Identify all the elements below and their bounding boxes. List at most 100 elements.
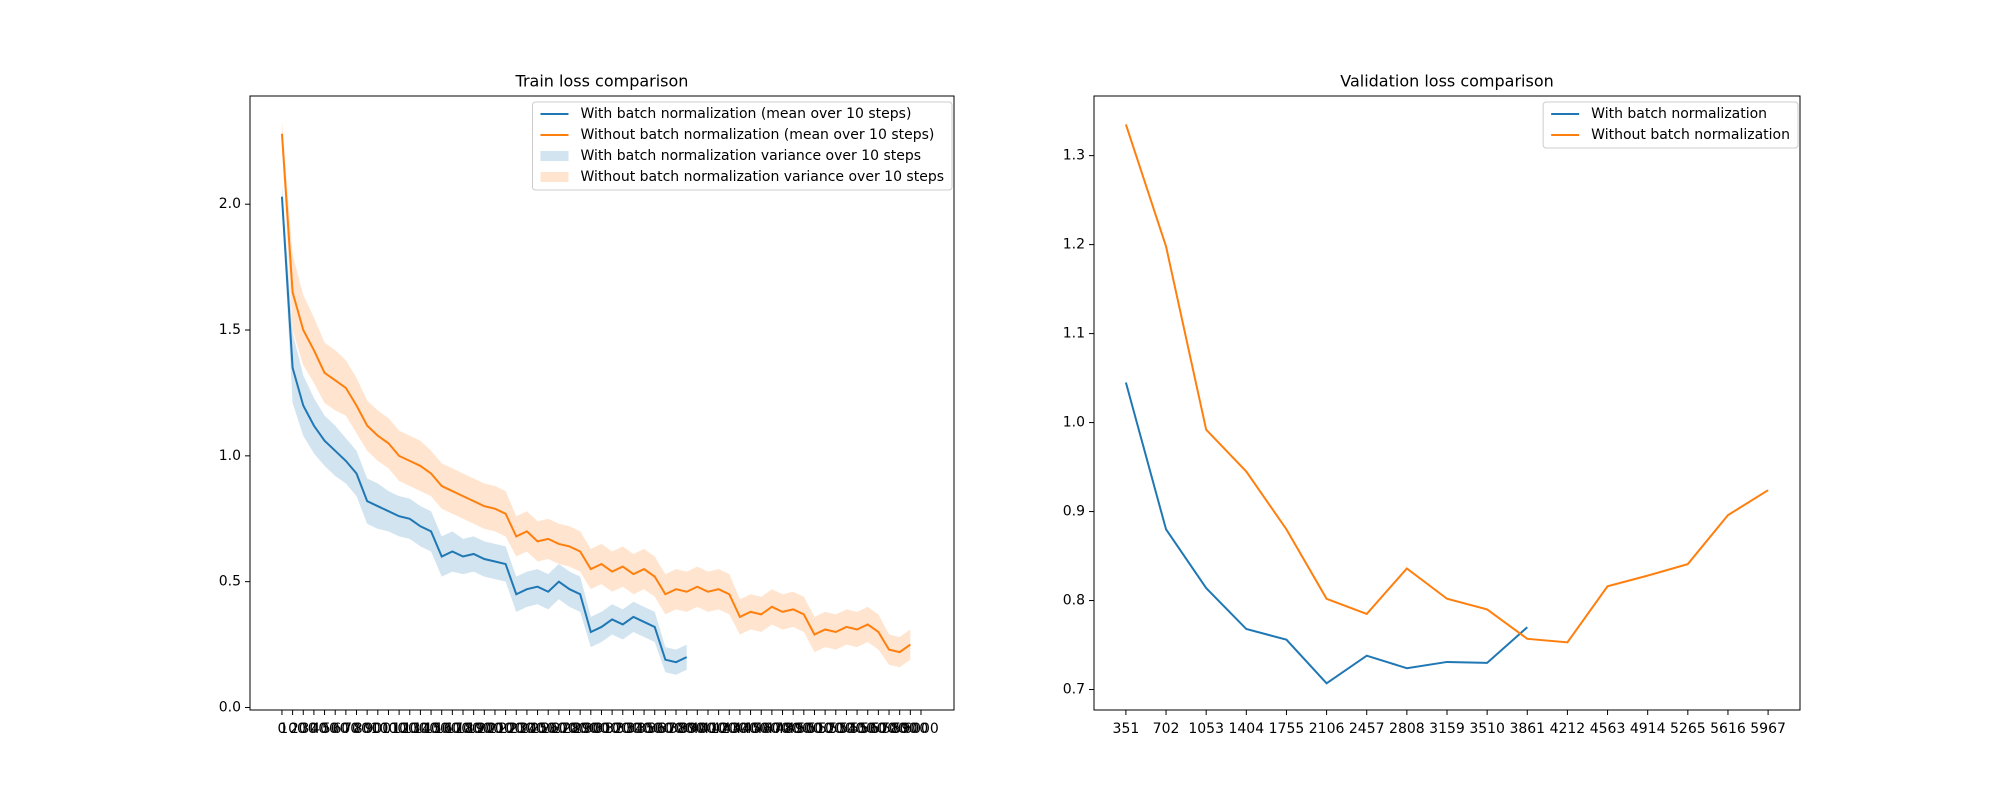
legend-label: With batch normalization (mean over 10 s…: [580, 106, 911, 122]
x-tick-label: 600: [332, 721, 359, 737]
x-tick-label: 3700: [658, 721, 694, 737]
legend-label: Without batch normalization: [1591, 127, 1790, 143]
x-tick-label: 5700: [871, 721, 907, 737]
x-tick-label: 4000: [690, 721, 726, 737]
x-tick-label: 3400: [626, 721, 662, 737]
line: [280, 196, 688, 664]
axes: Train loss comparison0100200300400500600…: [219, 72, 955, 737]
x-tick-label: 2700: [552, 721, 588, 737]
x-tick-label: 5000: [797, 721, 833, 737]
x-tick-label: 6000: [903, 721, 939, 737]
y-tick-label: 1.2: [1063, 237, 1085, 253]
y-tick-label: 2.0: [219, 196, 241, 212]
x-tick-label: 3510: [1469, 721, 1505, 737]
x-tick-label: 5100: [807, 721, 843, 737]
legend: With batch normalization Without batch no…: [1542, 101, 1799, 149]
legend-label: Without batch normalization (mean over 1…: [580, 127, 934, 143]
x-tick-label: 2900: [573, 721, 609, 737]
x-tick-label: 3000: [584, 721, 620, 737]
y-tick-label: 0.7: [1063, 682, 1085, 698]
x-tick-label: 1800: [456, 721, 492, 737]
x-tick-label: 4300: [722, 721, 758, 737]
x-tick-label: 1300: [403, 721, 439, 737]
x-tick-label: 1900: [466, 721, 502, 737]
x-tick-label: 2800: [562, 721, 598, 737]
x-tick-label: 5900: [893, 721, 929, 737]
x-tick-label: 3200: [605, 721, 641, 737]
legend: With batch normalization (mean over 10 s…: [531, 101, 953, 191]
x-tick-label: 3100: [594, 721, 630, 737]
x-tick-label: 4700: [765, 721, 801, 737]
x-tick-label: 5800: [882, 721, 918, 737]
x-tick-label: 2400: [520, 721, 556, 737]
x-tick-label: 4200: [711, 721, 747, 737]
x-tick-label: 2200: [498, 721, 534, 737]
x-tick-label: 1404: [1228, 721, 1264, 737]
x-tick-label: 500: [322, 721, 349, 737]
x-tick-label: 2457: [1349, 721, 1385, 737]
y-tick-label: 1.3: [1063, 148, 1085, 164]
x-tick-label: 400: [311, 721, 338, 737]
x-tick-label: 1700: [445, 721, 481, 737]
axes: Validation loss comparison 351 702 1053 1404…: [1063, 72, 1801, 737]
x-tick-label: 800: [354, 721, 381, 737]
legend-swatch: [540, 151, 569, 161]
x-tick-label: 3500: [637, 721, 673, 737]
x-tick-label: 700: [343, 721, 370, 737]
legend-frame: [1542, 101, 1799, 149]
x-tick-label: 3159: [1429, 721, 1465, 737]
legend-label: Without batch normalization variance ove…: [580, 169, 944, 185]
x-tick-label: 4500: [743, 721, 779, 737]
x-tick-label: 300: [301, 721, 328, 737]
axes-frame: [249, 95, 955, 711]
x-tick-label: 4563: [1590, 721, 1626, 737]
x-tick-label: 100: [279, 721, 306, 737]
x-tick-label: 2100: [488, 721, 524, 737]
y-tick-label: 0.5: [219, 574, 241, 590]
chart-title: Train loss comparison: [515, 72, 689, 91]
x-tick-label: 2808: [1389, 721, 1425, 737]
chart-title: Validation loss comparison: [1340, 72, 1554, 91]
line: [1124, 382, 1528, 685]
x-tick-label: 5400: [839, 721, 875, 737]
x-tick-label: 4600: [754, 721, 790, 737]
x-tick-label: 900: [364, 721, 391, 737]
y-tick-label: 1.1: [1063, 326, 1085, 342]
x-tick-label: 1500: [424, 721, 460, 737]
legend-swatch: [540, 172, 569, 182]
x-tick-label: 4212: [1550, 721, 1586, 737]
x-tick-label: 1600: [435, 721, 471, 737]
x-tick-label: 5500: [850, 721, 886, 737]
x-tick-label: 5600: [861, 721, 897, 737]
y-tick-label: 1.5: [219, 322, 241, 338]
x-tick-label: 4100: [701, 721, 737, 737]
x-tick-label: 4800: [775, 721, 811, 737]
x-tick-label: 5300: [829, 721, 865, 737]
x-tick-label: 3600: [648, 721, 684, 737]
x-tick-label: 0: [277, 721, 286, 737]
y-tick-label: 0.8: [1063, 593, 1085, 609]
x-tick-label: 5967: [1750, 721, 1786, 737]
x-tick-label: 2106: [1309, 721, 1345, 737]
y-tick-label: 1.0: [1063, 415, 1085, 431]
x-tick-label: 4400: [733, 721, 769, 737]
y-tick-label: 0.9: [1063, 504, 1085, 520]
x-tick-label: 1053: [1188, 721, 1224, 737]
x-tick-label: 2600: [541, 721, 577, 737]
x-tick-label: 3900: [680, 721, 716, 737]
x-tick-label: 1400: [413, 721, 449, 737]
x-tick-label: 1000: [371, 721, 407, 737]
plot-area: [1124, 124, 1769, 685]
x-tick-label: 5200: [818, 721, 854, 737]
x-tick-label: 2500: [530, 721, 566, 737]
x-tick-label: 1100: [381, 721, 417, 737]
variance-band: [281, 184, 687, 675]
x-tick-label: 3861: [1509, 721, 1545, 737]
x-tick-label: 702: [1153, 721, 1180, 737]
x-tick-label: 2300: [509, 721, 545, 737]
x-tick-label: 351: [1113, 721, 1140, 737]
x-tick-label: 200: [290, 721, 317, 737]
x-tick-label: 3800: [669, 721, 705, 737]
